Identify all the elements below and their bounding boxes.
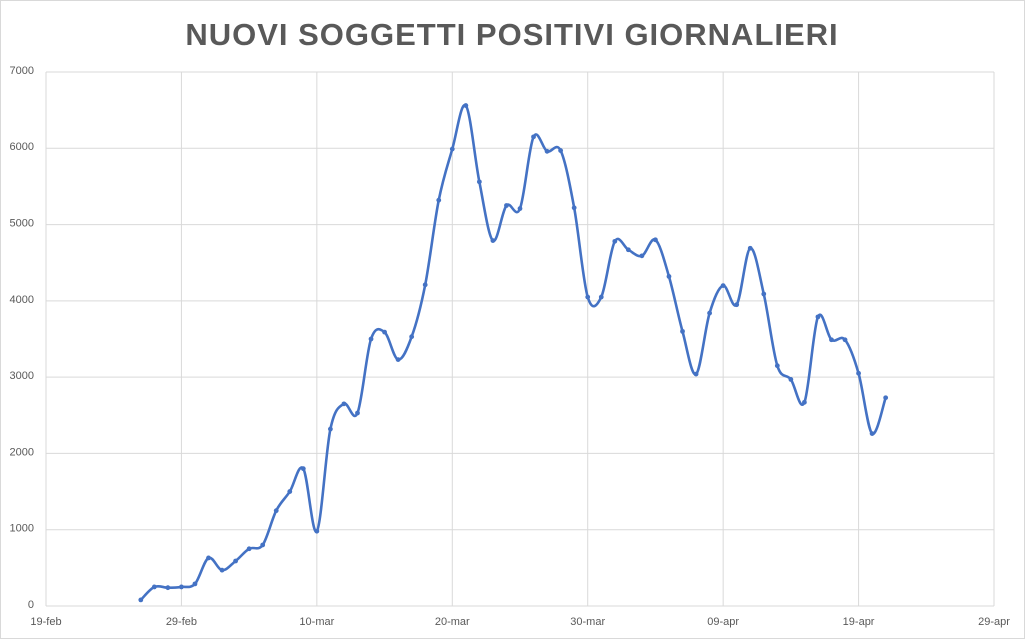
- y-tick-label: 7000: [10, 65, 34, 77]
- data-point: [693, 371, 699, 377]
- data-point: [761, 291, 767, 297]
- data-point: [341, 401, 347, 407]
- x-tick-label: 29-apr: [978, 616, 1010, 628]
- data-point: [233, 558, 239, 564]
- data-point: [368, 336, 374, 342]
- data-point: [558, 148, 564, 153]
- y-tick-label: 1000: [10, 523, 34, 535]
- data-point: [829, 337, 834, 343]
- data-point: [206, 555, 211, 561]
- data-point: [585, 294, 591, 300]
- data-point: [314, 528, 320, 534]
- data-point: [246, 546, 252, 552]
- data-point: [219, 567, 225, 573]
- data-point: [625, 247, 631, 253]
- data-point: [707, 310, 712, 316]
- data-point: [666, 274, 672, 279]
- x-tick-label: 30-mar: [570, 616, 605, 628]
- data-point: [720, 283, 726, 288]
- x-tick-label: 20-mar: [435, 616, 470, 628]
- y-tick-label: 2000: [10, 446, 34, 458]
- y-tick-label: 0: [28, 599, 34, 611]
- data-point: [273, 508, 279, 514]
- data-point: [260, 542, 266, 548]
- data-point: [869, 431, 875, 436]
- y-tick-label: 3000: [10, 370, 34, 382]
- data-point: [179, 584, 184, 590]
- data-point: [463, 103, 469, 108]
- data-point: [842, 337, 848, 343]
- data-point: [598, 294, 604, 300]
- data-point: [856, 370, 861, 376]
- data-point: [544, 148, 550, 154]
- data-point: [517, 206, 523, 211]
- data-point: [138, 597, 144, 603]
- data-point: [287, 489, 293, 494]
- x-tick-label: 09-apr: [707, 616, 739, 628]
- data-point: [476, 179, 482, 185]
- data-point: [680, 328, 685, 334]
- data-point: [436, 197, 442, 203]
- y-tick-label: 4000: [10, 294, 34, 306]
- data-point: [883, 395, 889, 401]
- data-point: [774, 363, 780, 369]
- data-point: [165, 585, 171, 591]
- y-tick-label: 5000: [10, 217, 34, 229]
- data-point: [449, 146, 455, 152]
- data-point: [734, 302, 740, 308]
- data-point: [192, 581, 198, 587]
- x-tick-label: 19-apr: [843, 616, 875, 628]
- data-point: [382, 329, 387, 335]
- data-point: [653, 237, 658, 243]
- x-tick-label: 19-feb: [30, 616, 61, 628]
- y-tick-label: 6000: [10, 141, 34, 153]
- data-point: [639, 253, 645, 259]
- data-point: [490, 238, 496, 243]
- data-point: [571, 205, 577, 211]
- chart-title: NUOVI SOGGETTI POSITIVI GIORNALIERI: [185, 17, 838, 52]
- data-point: [612, 238, 618, 244]
- data-point: [802, 399, 807, 405]
- x-tick-label: 10-mar: [299, 616, 334, 628]
- data-point: [355, 410, 360, 416]
- data-point: [531, 134, 536, 140]
- data-point: [815, 314, 821, 320]
- data-point: [788, 377, 794, 382]
- data-point: [747, 245, 753, 251]
- data-point: [409, 334, 415, 340]
- data-point: [300, 466, 306, 472]
- x-tick-label: 29-feb: [166, 616, 197, 628]
- data-point: [328, 426, 333, 432]
- data-point: [422, 282, 428, 288]
- data-point: [395, 357, 401, 362]
- data-point: [151, 584, 157, 590]
- data-point: [504, 203, 509, 208]
